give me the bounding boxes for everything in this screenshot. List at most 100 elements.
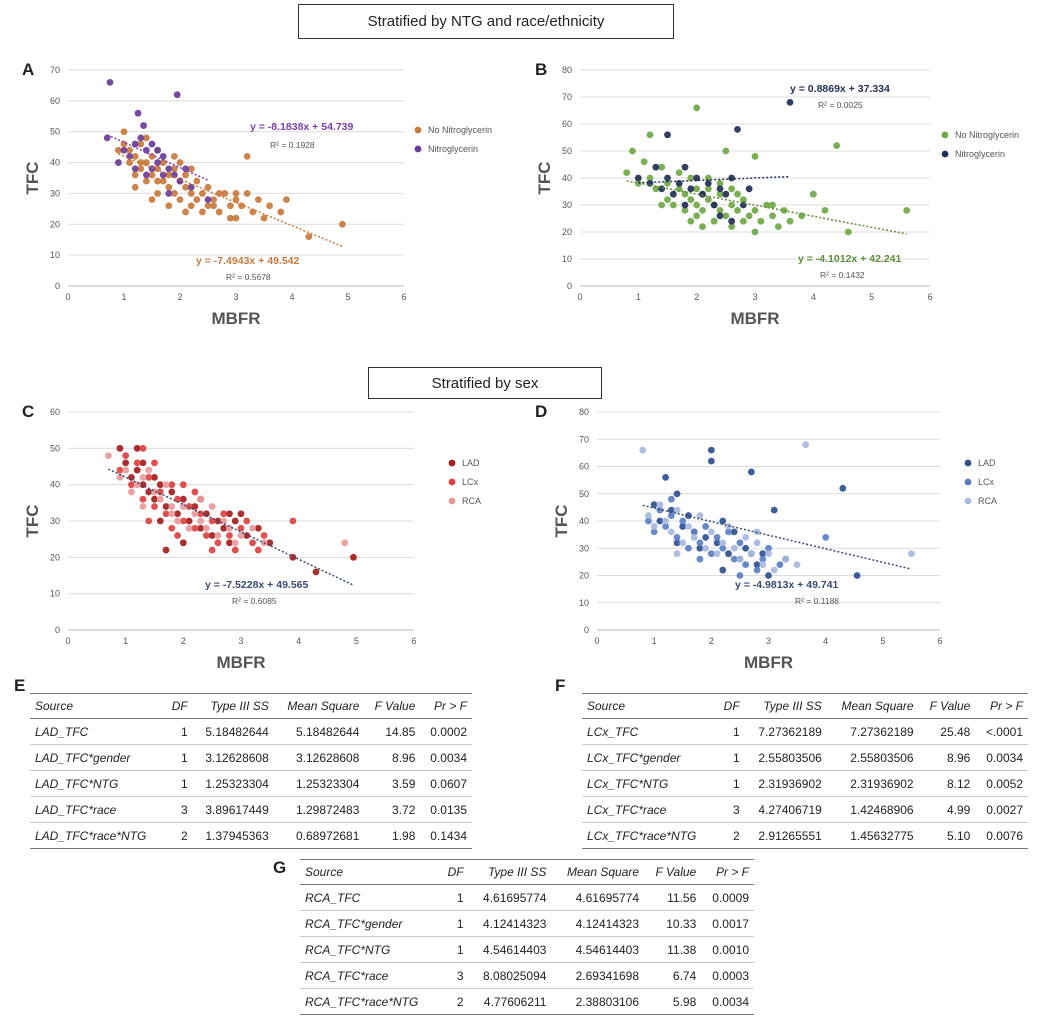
table-cell: 1 [715,770,745,797]
data-point [844,228,852,236]
data-point [710,217,718,225]
data-point [126,159,133,166]
x-tick-label: 3 [233,292,238,302]
data-point [728,223,736,231]
table-row: RCA_TFC 1 4.61695774 4.61695774 11.56 0.0009 [300,884,754,911]
x-tick-label: 2 [694,292,699,302]
x-tick-label: 0 [65,636,70,646]
data-point [742,561,750,568]
data-point [215,190,223,197]
data-point [156,488,164,496]
data-point [182,165,190,173]
y-tick-label: 30 [50,516,60,526]
data-point [193,177,201,185]
data-point [734,207,741,214]
table-row: LAD_TFC*race 3 3.89617449 1.29872483 3.72 0.0… [30,796,472,823]
data-point [675,185,683,193]
trendline-r-squared: R² = 0.6085 [232,596,277,606]
data-point [675,169,683,177]
data-point [713,550,721,558]
data-point [728,217,736,225]
data-point [226,539,233,547]
data-point [162,481,170,489]
data-point [713,539,721,547]
table-cell: 10.33 [644,910,702,937]
table-row: LAD_TFC*NTG 1 1.25323304 1.25323304 3.59 0.06… [30,770,472,797]
y-axis-label: TFC [23,504,42,537]
data-point [730,528,738,536]
table-cell: 1.42468906 [826,796,919,823]
data-point [747,468,755,476]
y-tick-label: 50 [579,489,589,499]
y-tick-label: 30 [50,188,60,198]
table-row: RCA_TFC*NTG 1 4.54614403 4.54614403 11.38 0.0… [300,936,754,963]
data-point [739,196,747,204]
data-point [693,201,701,209]
y-tick-label: 50 [50,443,60,453]
data-point [148,171,156,179]
table-cell: 5.18482644 [192,718,274,745]
data-point [350,553,357,561]
data-point [662,523,669,530]
y-tick-label: 50 [50,127,60,137]
table-cell: 2 [164,822,193,849]
table-row: LCx_TFC*gender 1 2.55803506 2.55803506 8.96 0… [582,744,1028,771]
y-tick-label: 70 [562,92,572,102]
data-point [176,196,184,204]
data-point [685,523,692,530]
x-tick-label: 6 [411,636,416,646]
data-point [769,201,776,209]
data-point [193,196,201,204]
data-point [716,212,724,220]
table-cell: 3.12628608 [192,744,274,771]
x-tick-label: 5 [345,292,350,302]
data-point [168,510,176,518]
data-point [652,185,660,193]
data-point [707,457,715,465]
panel-letter-b: B [535,60,548,79]
trendline-equation: y = -7.5228x + 49.565 [205,579,308,591]
legend-label: RCA [978,496,997,506]
data-point [128,481,135,489]
table-cell: 1.29872483 [273,796,365,823]
data-point [646,131,654,139]
data-point [232,190,240,197]
y-tick-label: 60 [50,96,60,106]
data-point [639,446,647,454]
data-point [131,183,139,191]
x-tick-label: 6 [937,636,942,646]
table-cell: 0.68972681 [273,822,365,849]
table-cell: 3.72 [364,796,421,823]
table-cell: LCx_TFC*gender [582,744,716,771]
table-cell: 2.55803506 [826,744,919,771]
table-cell: 1 [164,718,193,745]
table-row: LAD_TFC*race*NTG 2 1.37945363 0.68972681 1.9… [30,822,472,849]
data-point [197,524,205,532]
table-cell: 8.08025094 [468,962,552,989]
data-point [214,532,222,539]
data-point [908,550,915,558]
data-point [652,163,660,171]
column-header: Source [300,859,440,885]
y-tick-label: 40 [579,516,589,526]
data-point [687,174,695,182]
data-point [725,523,732,530]
x-tick-label: 2 [181,636,186,646]
data-point [759,561,767,568]
legend-marker [941,131,949,139]
data-point [719,544,727,552]
table-cell: 4.61695774 [468,884,552,911]
data-point [254,524,262,532]
data-point [159,159,167,166]
data-point [716,207,724,214]
table-cell: 0.1434 [420,822,472,849]
data-point [134,109,142,117]
data-point [710,201,718,209]
data-point [696,512,704,519]
y-tick-label: 10 [579,598,589,608]
data-point [148,140,156,148]
trendline-equation: y = -7.4943x + 49.542 [196,255,299,267]
data-point [725,528,732,536]
y-tick-label: 60 [579,462,589,472]
table-cell: 1 [715,718,745,745]
